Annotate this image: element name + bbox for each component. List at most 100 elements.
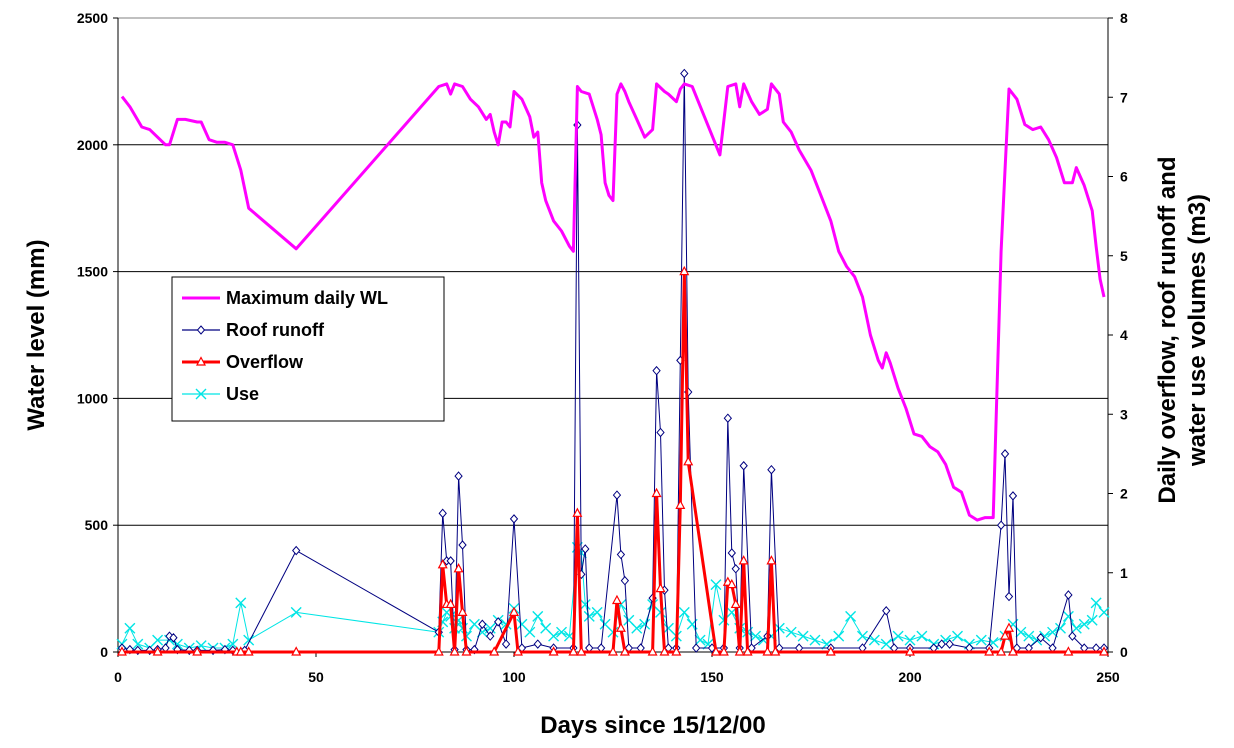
data-point-overflow: [453, 563, 464, 573]
y-left-tick-label: 500: [85, 517, 109, 533]
data-point-overflow: [742, 646, 753, 656]
data-point-use: [809, 634, 821, 646]
data-point-use: [579, 598, 591, 610]
data-point-overflow: [905, 646, 915, 656]
legend-label: Use: [226, 384, 259, 404]
data-point-overflow: [291, 646, 302, 656]
data-point-use: [785, 626, 797, 638]
y-right-axis-title-line: water use volumes (m3): [1184, 194, 1211, 467]
data-point-roof-runoff: [882, 606, 891, 616]
data-point-roof-runoff: [292, 545, 301, 556]
legend-item-overflow: Overflow: [182, 352, 304, 372]
data-point-roof-runoff: [723, 413, 733, 423]
data-point-roof-runoff: [727, 548, 736, 558]
data-point-use: [750, 630, 762, 642]
legend-item-roof-runoff: Roof runoff: [182, 320, 325, 340]
data-point-overflow: [710, 646, 721, 656]
y-right-axis-title: Daily overflow, roof runoff and water use…: [1154, 156, 1211, 503]
data-point-roof-runoff: [1004, 591, 1014, 602]
data-point-use: [639, 618, 651, 630]
series-layer: [116, 68, 1110, 656]
series-line-maximum-daily-wl: [120, 82, 1106, 522]
data-point-use: [856, 630, 868, 642]
legend-item-use: Use: [182, 384, 259, 404]
data-point-overflow: [235, 646, 246, 656]
data-point-roof-runoff: [1064, 590, 1073, 600]
data-point-roof-runoff: [620, 575, 630, 586]
data-point-use: [904, 634, 916, 646]
data-point-roof-runoff: [680, 68, 689, 79]
data-point-overflow: [576, 646, 587, 656]
data-point-use: [710, 579, 722, 591]
data-point-roof-runoff: [937, 639, 946, 649]
data-point-roof-runoff: [446, 556, 455, 566]
data-point-use: [845, 610, 857, 622]
data-point-overflow: [1004, 622, 1014, 632]
data-point-overflow: [996, 646, 1007, 656]
data-point-overflow: [461, 646, 472, 656]
series-use: [116, 541, 1110, 654]
y-left-tick-label: 1500: [77, 264, 108, 280]
data-point-overflow: [437, 559, 448, 569]
data-point-use: [532, 610, 544, 622]
x-tick-label: 0: [114, 669, 122, 685]
data-point-overflow: [762, 646, 773, 656]
data-point-overflow: [671, 646, 682, 656]
data-point-use: [1090, 597, 1102, 609]
y-right-tick-label: 7: [1120, 89, 1128, 105]
data-point-use: [1070, 622, 1082, 634]
data-point-overflow: [766, 555, 777, 565]
data-point-overflow: [1007, 646, 1018, 656]
data-point-roof-runoff: [945, 639, 954, 649]
data-point-use: [880, 638, 892, 650]
data-point-overflow: [152, 646, 163, 656]
data-point-overflow: [651, 487, 662, 498]
data-point-roof-runoff: [478, 619, 487, 630]
data-point-use: [290, 606, 302, 618]
data-point-use: [1078, 618, 1090, 630]
data-point-overflow: [655, 582, 666, 593]
data-point-roof-runoff: [169, 632, 178, 643]
legend-item-maximum-daily-wl: Maximum daily WL: [182, 288, 388, 308]
data-point-roof-runoff: [493, 617, 503, 627]
y-right-tick-label: 6: [1120, 169, 1128, 185]
legend-label: Roof runoff: [226, 320, 325, 340]
legend-marker: [195, 388, 207, 400]
data-point-use: [1062, 610, 1074, 622]
x-tick-label: 100: [502, 669, 526, 685]
y-right-tick-label: 8: [1120, 10, 1128, 26]
data-point-use: [591, 606, 603, 618]
data-point-use: [833, 630, 845, 642]
data-point-use: [124, 622, 136, 634]
data-point-roof-runoff: [438, 508, 447, 519]
data-point-overflow: [825, 646, 836, 656]
grid-layer: [118, 17, 1108, 526]
series-maximum-daily-wl: [120, 82, 1106, 522]
y-left-axis-title: Water level (mm): [23, 239, 50, 430]
data-point-overflow: [489, 646, 500, 656]
data-point-roof-runoff: [731, 564, 740, 574]
data-point-roof-runoff: [656, 427, 665, 438]
data-point-overflow: [243, 646, 254, 656]
data-point-overflow: [433, 646, 444, 656]
data-point-overflow: [568, 646, 579, 656]
y-right-tick-label: 3: [1120, 406, 1128, 422]
data-point-use: [916, 630, 928, 642]
data-point-use: [548, 630, 560, 642]
data-point-use: [975, 634, 987, 646]
x-axis-title: Days since 15/12/00: [540, 712, 766, 739]
data-point-overflow: [449, 646, 460, 656]
data-point-use: [1086, 614, 1098, 626]
data-point-overflow: [647, 646, 658, 656]
data-point-roof-runoff: [691, 643, 701, 653]
data-point-overflow: [683, 456, 694, 466]
data-point-overflow: [509, 606, 519, 616]
data-point-use: [607, 626, 619, 638]
data-point-use: [152, 634, 164, 646]
x-tick-label: 50: [308, 669, 324, 685]
legend-label: Maximum daily WL: [226, 288, 388, 308]
data-point-use: [1098, 606, 1110, 618]
data-point-overflow: [738, 555, 749, 565]
